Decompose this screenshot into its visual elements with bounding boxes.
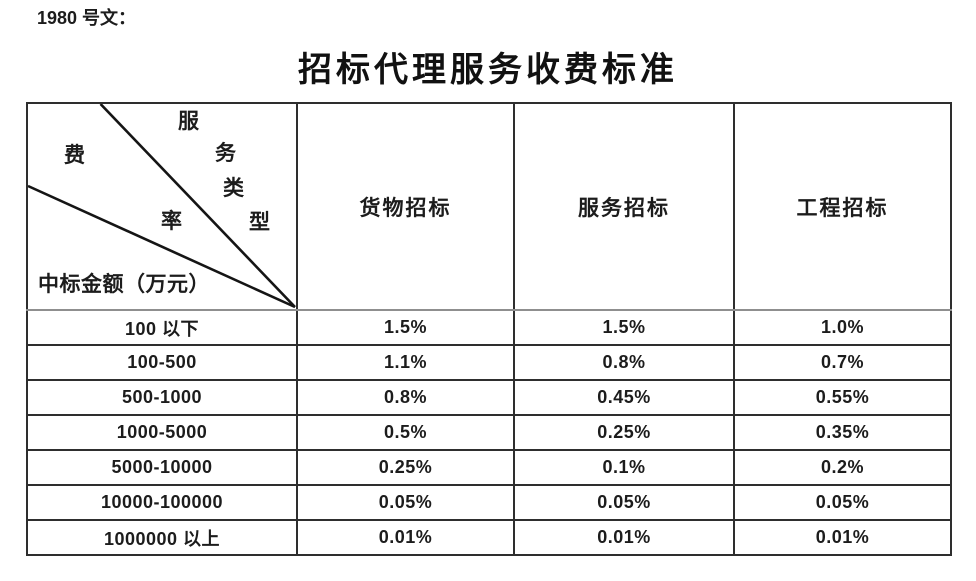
rate-cell: 0.1% [513,449,735,486]
fee-rate-char-1: 费 [64,143,85,167]
rate-cell: 1.5% [513,309,735,346]
table-row: 500-1000 0.8% 0.45% 0.55% [26,379,952,416]
rate-cell: 0.8% [513,344,735,381]
fee-standard-table: 服 务 类 型 费 率 中标金额（万元） 货物招标 服务招标 工程招标 100 … [26,102,952,556]
rate-cell: 1.5% [296,309,515,346]
amount-range-cell: 500-1000 [26,379,298,416]
rate-cell: 0.01% [733,519,952,556]
rate-cell: 0.25% [296,449,515,486]
rate-cell: 1.0% [733,309,952,346]
table-row: 1000-5000 0.5% 0.25% 0.35% [26,414,952,451]
page-title: 招标代理服务收费标准 [298,52,678,89]
rate-cell: 0.01% [513,519,735,556]
col-header-services: 服务招标 [513,102,735,311]
fee-table: 服 务 类 型 费 率 中标金额（万元） 货物招标 服务招标 工程招标 100 … [26,102,952,556]
col-axis-char-2: 务 [215,141,236,165]
col-axis-char-4: 型 [249,210,270,234]
rate-cell: 0.5% [296,414,515,451]
rate-cell: 0.01% [296,519,515,556]
rate-cell: 0.55% [733,379,952,416]
amount-range-cell: 100 以下 [26,309,298,346]
diagonal-line-lower [29,185,295,308]
table-row: 10000-100000 0.05% 0.05% 0.05% [26,484,952,521]
table-row: 100 以下 1.5% 1.5% 1.0% [26,309,952,346]
rate-cell: 0.05% [513,484,735,521]
document-ref-label: 1980 号文： [37,8,137,28]
diagonal-split-lines [29,105,295,308]
amount-range-cell: 10000-100000 [26,484,298,521]
diagonal-corner-cell: 服 务 类 型 费 率 中标金额（万元） [26,102,298,311]
rate-cell: 0.8% [296,379,515,416]
rate-cell: 0.25% [513,414,735,451]
rate-cell: 0.35% [733,414,952,451]
amount-range-cell: 5000-10000 [26,449,298,486]
col-axis-char-1: 服 [178,109,199,133]
rate-cell: 0.05% [296,484,515,521]
table-row: 5000-10000 0.25% 0.1% 0.2% [26,449,952,486]
rate-cell: 0.2% [733,449,952,486]
table-row: 1000000 以上 0.01% 0.01% 0.01% [26,519,952,556]
fee-rate-char-2: 率 [161,209,182,233]
col-axis-char-3: 类 [223,176,244,200]
row-axis-label: 中标金额（万元） [38,272,210,296]
rate-cell: 0.45% [513,379,735,416]
rate-cell: 0.7% [733,344,952,381]
table-row: 100-500 1.1% 0.8% 0.7% [26,344,952,381]
col-header-goods: 货物招标 [296,102,515,311]
amount-range-cell: 100-500 [26,344,298,381]
rate-cell: 1.1% [296,344,515,381]
amount-range-cell: 1000-5000 [26,414,298,451]
diagonal-line-upper [99,105,295,308]
amount-range-cell: 1000000 以上 [26,519,298,556]
col-header-engineering: 工程招标 [733,102,952,311]
rate-cell: 0.05% [733,484,952,521]
header-row: 服 务 类 型 费 率 中标金额（万元） 货物招标 服务招标 工程招标 [26,102,952,311]
